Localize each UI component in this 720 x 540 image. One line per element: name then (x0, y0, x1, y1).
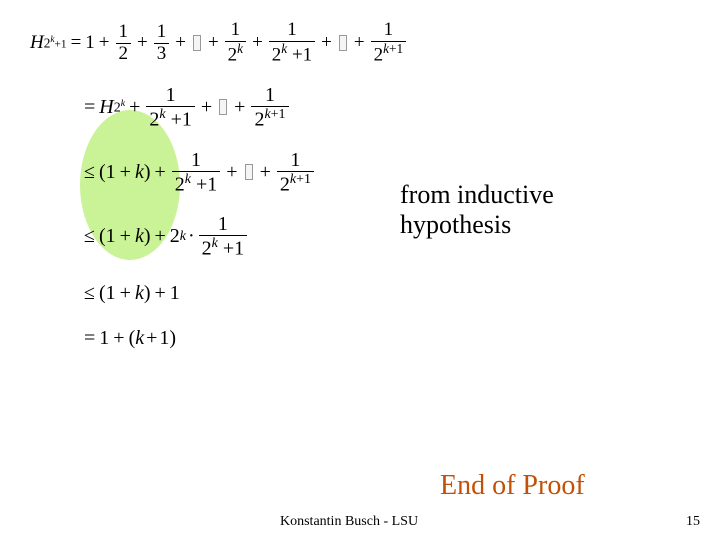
frac: 12k +1 (199, 213, 248, 260)
annotation-line1: from inductive (400, 180, 554, 210)
footer-page-number: 15 (686, 514, 700, 530)
annotation-line2: hypothesis (400, 210, 554, 240)
footer-author: Konstantin Busch - LSU (280, 514, 418, 530)
math-line-6: = 1 + (k+1) (80, 327, 630, 350)
term-1: 1 (85, 32, 95, 54)
frac-1-2: 12 (116, 22, 132, 65)
math-line-2: = H2k + 12k +1 + + 12k+1 (80, 84, 630, 131)
ellipsis-icon (193, 35, 201, 51)
math-line-1: H2k+1 = 1 + 12 + 13 + + 12k + 12k +1 + +… (30, 20, 630, 66)
equals: = (71, 32, 82, 54)
frac: 12k+1 (251, 84, 288, 131)
frac-1-2k+1: 12k+1 (371, 20, 407, 66)
annotation-inductive-hypothesis: from inductive hypothesis (400, 180, 554, 240)
subscript: 2k+1 (44, 35, 67, 51)
math-line-5: ≤ (1+k) + 1 (80, 282, 630, 305)
symbol-H: H (30, 32, 44, 54)
frac: 12k +1 (172, 149, 221, 196)
frac-1-3: 13 (154, 22, 170, 65)
frac-1-2k1: 12k +1 (269, 20, 315, 66)
frac-1-2k: 12k (225, 20, 246, 66)
frac: 12k+1 (277, 149, 314, 196)
frac: 12k +1 (146, 84, 195, 131)
ellipsis-icon (219, 99, 227, 115)
symbol-H2k: H (99, 96, 113, 119)
ellipsis-icon (339, 35, 347, 51)
annotation-end-of-proof: End of Proof (440, 470, 585, 502)
ellipsis-icon (245, 164, 253, 180)
